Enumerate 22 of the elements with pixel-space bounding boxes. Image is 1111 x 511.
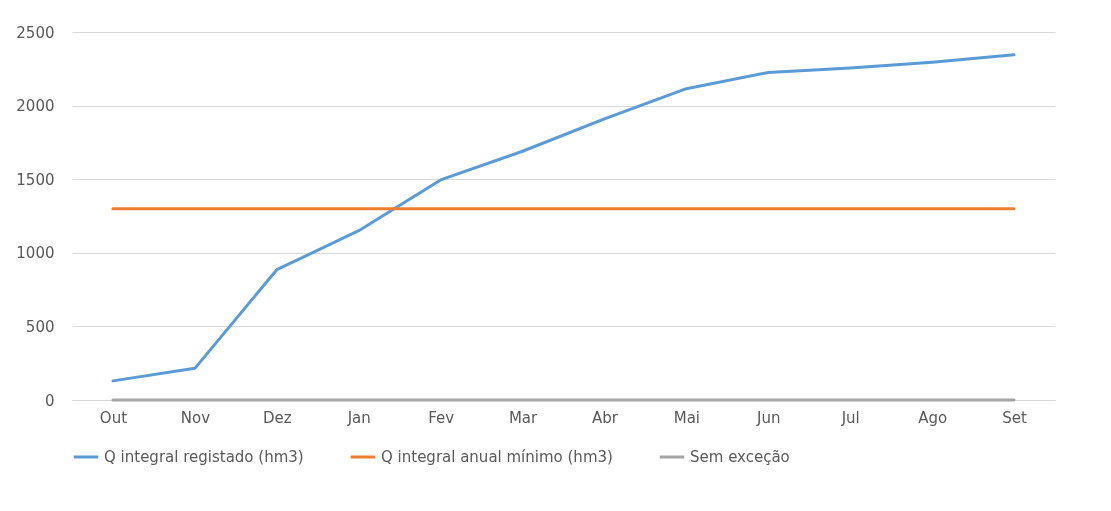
y-tick-label: 500 [25,317,55,336]
x-tick-label: Ago [918,408,948,427]
legend-label: Q integral anual mínimo (hm3) [381,448,613,466]
y-tick-label: 1500 [16,170,55,189]
x-tick-label: Abr [591,408,619,427]
x-tick-label: Mai [673,408,701,427]
x-tick-label: Jun [756,408,781,427]
x-tick-label: Jan [346,408,371,427]
y-tick-label: 2500 [16,23,55,42]
y-tick-label: 1000 [16,244,55,263]
legend-label: Sem exceção [690,448,790,466]
legend-label: Q integral registado (hm3) [104,448,304,466]
x-tick-label: Nov [180,408,211,427]
x-tick-label: Mar [508,408,539,427]
x-tick-label: Fev [428,408,455,427]
x-tick-label: Out [99,408,128,427]
y-tick-label: 0 [44,391,55,410]
y-tick-label: 2000 [16,97,55,116]
x-tick-label: Dez [262,408,292,427]
x-tick-label: Set [1002,408,1027,427]
x-tick-label: Jul [840,408,860,427]
line-series [111,53,1016,383]
